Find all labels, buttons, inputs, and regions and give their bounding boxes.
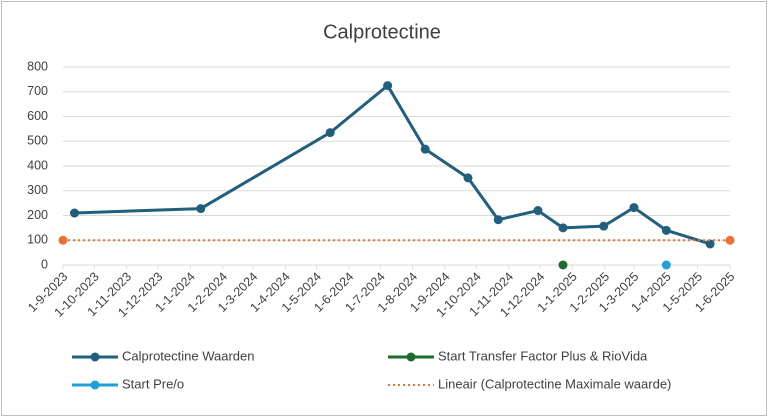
y-tick-label: 800	[27, 59, 48, 73]
y-tick-label: 0	[41, 257, 48, 271]
y-tick-label: 500	[27, 134, 48, 148]
legend-label: Lineair (Calprotectine Maximale waarde)	[438, 376, 671, 391]
y-tick-label: 700	[27, 84, 48, 98]
data-point	[383, 81, 393, 91]
data-point	[533, 206, 543, 216]
data-point	[325, 128, 335, 138]
y-tick-label: 100	[27, 233, 48, 247]
data-point	[58, 235, 68, 245]
data-point	[661, 225, 671, 235]
y-tick-label: 600	[27, 109, 48, 123]
legend-label: Start Transfer Factor Plus & RioVida	[438, 348, 648, 363]
data-point	[661, 260, 671, 270]
y-tick-label: 200	[27, 208, 48, 222]
data-point	[599, 221, 609, 231]
legend-marker	[406, 352, 416, 362]
data-point	[493, 215, 503, 225]
data-point	[705, 239, 715, 249]
y-tick-label: 300	[27, 183, 48, 197]
data-point	[420, 144, 430, 154]
data-point	[69, 208, 79, 218]
y-tick-label: 400	[27, 158, 48, 172]
data-point	[629, 203, 639, 213]
chart-title: Calprotectine	[323, 21, 441, 43]
legend-marker	[90, 352, 100, 362]
data-point	[725, 235, 735, 245]
legend-label: Calprotectine Waarden	[122, 348, 254, 363]
data-point	[558, 223, 568, 233]
data-point	[196, 204, 206, 214]
data-point	[463, 173, 473, 183]
legend-label: Start Pre/o	[122, 376, 184, 391]
legend-marker	[90, 380, 100, 390]
data-point	[558, 260, 568, 270]
